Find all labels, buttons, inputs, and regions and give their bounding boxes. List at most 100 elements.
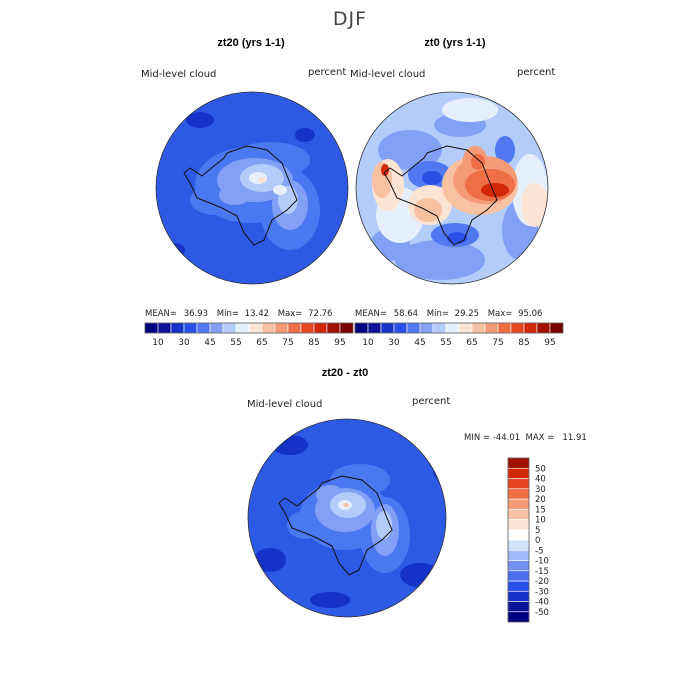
panel-2-units-label: percent	[517, 67, 556, 78]
colorbar-tick-label: -15	[535, 567, 549, 577]
colorbar-tick-label: 50	[535, 464, 546, 474]
colorbar-swatch	[507, 457, 530, 469]
cloud-field-region	[343, 503, 349, 507]
colorbar-tick-label: 0	[535, 536, 540, 546]
antarctica-coastline	[383, 145, 498, 246]
cloud-field-region	[481, 183, 509, 197]
colorbar-tick-label: 55	[440, 338, 451, 348]
colorbar-tick-label: 10	[152, 338, 164, 348]
cloud-field-region	[433, 458, 446, 482]
panel-1-min-value: 13.42	[244, 309, 270, 319]
colorbar-tick-label: -40	[535, 598, 549, 608]
cloud-field-region	[287, 511, 323, 539]
colorbar-swatch	[507, 529, 530, 541]
colorbar-tick-label: 30	[535, 485, 546, 495]
cloud-field-region	[414, 198, 442, 222]
colorbar-tick-label: 30	[388, 338, 400, 348]
cloud-field-region	[395, 240, 485, 280]
panel-1-colorbar: 10 30 45 55 65 75 85 95	[144, 322, 354, 348]
cloud-field-region	[272, 435, 308, 455]
colorbar-tick-label: 95	[544, 338, 555, 348]
cloud-field-region	[400, 563, 440, 587]
cloud-field-region	[376, 511, 392, 539]
panel-3-title: zt20 - zt0	[321, 367, 369, 379]
panel-2-colorbar: 10 30 45 55 65 75 85 95	[354, 322, 564, 348]
panel-1-min-label: Min=	[216, 309, 239, 319]
colorbar-frame	[144, 322, 354, 334]
colorbar-tick-label: -50	[535, 608, 549, 618]
colorbar-tick-label: 45	[414, 338, 425, 348]
cloud-field-region	[442, 98, 498, 122]
colorbar-tick-label: -20	[535, 577, 549, 587]
colorbar-swatch	[507, 580, 530, 592]
colorbar-tick-label: 55	[230, 338, 241, 348]
map-border	[355, 91, 549, 285]
colorbar-tick-label: 15	[535, 505, 546, 515]
panel-2-max-value: 95.06	[518, 309, 543, 319]
cloud-field-region	[495, 136, 515, 164]
panel-3-minmax: MIN = -44.01 MAX = 11.91	[464, 433, 587, 443]
colorbar-swatch	[507, 488, 530, 500]
cloud-field-region	[219, 185, 251, 205]
colorbar-tick-label: 20	[535, 495, 546, 505]
colorbar-tick-label: -10	[535, 557, 549, 567]
colorbar-tick-label: 5	[535, 526, 540, 536]
colorbar-swatch	[507, 467, 530, 479]
colorbar-swatch	[507, 570, 530, 582]
panel-1-mean-value: 36.93	[183, 309, 209, 319]
antarctica-coastline	[183, 145, 298, 246]
panel-2-title: zt0 (yrs 1-1)	[424, 37, 486, 49]
colorbar-tick-label: -30	[535, 587, 549, 597]
colorbar-tick-label: 10	[535, 516, 546, 526]
panel-1-units-label: percent	[308, 67, 347, 78]
panel-1-variable-label: Mid-level cloud	[141, 69, 217, 80]
cloud-field-region	[254, 548, 286, 572]
panel-3-units-label: percent	[412, 396, 451, 407]
colorbar-tick-label: 10	[362, 338, 374, 348]
cloud-field-region	[471, 154, 485, 170]
colorbar-swatch	[507, 478, 530, 490]
cloud-field-region	[378, 130, 442, 170]
panel-2-max-label: Max=	[487, 309, 513, 319]
panel-1-stats: MEAN= 36.93 Min= 13.42 Max= 72.76	[145, 309, 332, 319]
panel-1-max-value: 72.76	[308, 309, 333, 319]
cloud-field-region	[521, 183, 548, 227]
colorbar-tick-label: -5	[535, 546, 543, 556]
map-border	[247, 418, 447, 618]
panel-2-mean-value: 58.64	[393, 309, 419, 319]
colorbar-swatch	[507, 498, 530, 510]
colorbar-swatch	[507, 590, 530, 602]
panel-2-min-value: 29.25	[454, 309, 480, 319]
colorbar-swatch	[507, 539, 530, 551]
colorbar-tick-label: 65	[256, 338, 267, 348]
colorbar-tick-label: 95	[334, 338, 345, 348]
colorbar-swatch	[507, 611, 530, 623]
colorbar-tick-label: 45	[204, 338, 215, 348]
colorbar-frame	[507, 457, 530, 623]
panel-2-min-label: Min=	[426, 309, 449, 319]
colorbar-swatch	[507, 601, 530, 613]
panel-3-variable-label: Mid-level cloud	[247, 399, 323, 410]
cloud-field-region	[310, 592, 350, 608]
cloud-field-region	[381, 164, 389, 176]
cloud-field-region	[295, 128, 315, 142]
colorbar-tick-label: 75	[492, 338, 503, 348]
cloud-field-region	[186, 112, 214, 128]
cloud-field-region	[273, 185, 287, 195]
colorbar-tick-label: 40	[535, 475, 546, 485]
panel-1-title: zt20 (yrs 1-1)	[217, 37, 285, 49]
colorbar-swatch	[507, 519, 530, 531]
colorbar-swatch	[507, 508, 530, 520]
colorbar-frame	[354, 322, 564, 334]
figure-title: DJF	[332, 8, 368, 30]
cloud-field-region	[422, 171, 442, 185]
colorbar-swatch	[507, 549, 530, 561]
panel-1-mean-label: MEAN=	[145, 309, 177, 319]
colorbar-tick-label: 30	[178, 338, 190, 348]
colorbar-tick-label: 85	[308, 338, 319, 348]
colorbar-tick-label: 65	[466, 338, 477, 348]
